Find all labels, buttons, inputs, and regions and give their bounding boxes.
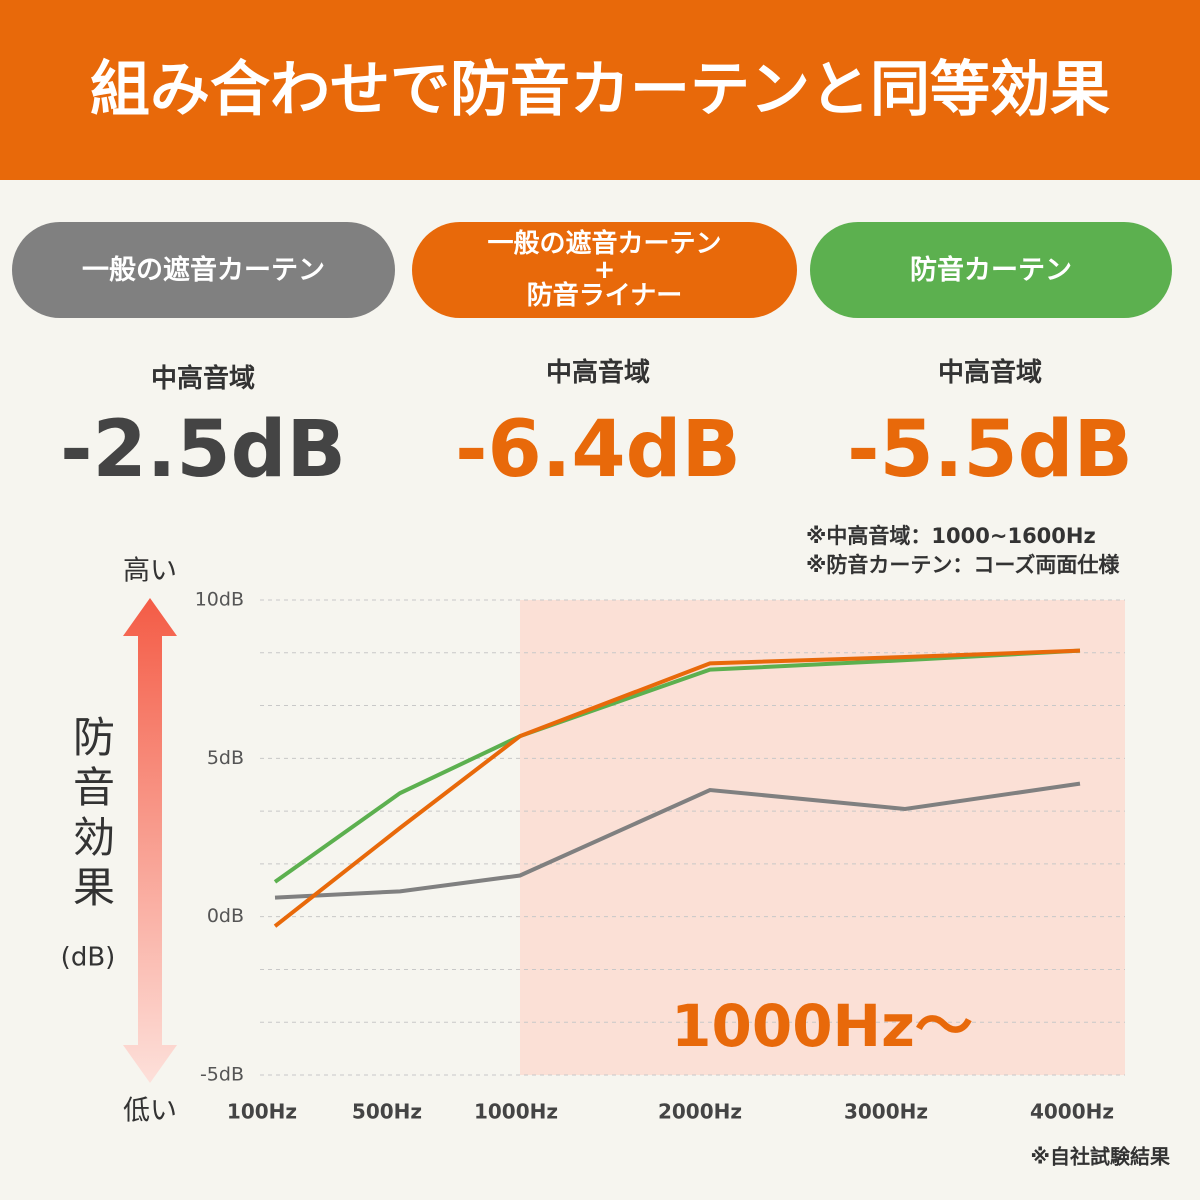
page-title: 組み合わせで防音カーテンと同等効果 <box>90 55 1110 125</box>
highlight-region <box>520 600 1125 1075</box>
series-line <box>273 648 1081 884</box>
series-line <box>274 781 1081 900</box>
header-bar <box>0 0 1200 180</box>
y-axis-unit: (dB) <box>61 943 116 973</box>
x-tick-label: 1000Hz <box>474 1100 558 1124</box>
annotation: 1000Hz〜 <box>671 992 973 1060</box>
footnote: ※自社試験結果 <box>1031 1145 1170 1169</box>
y-tick-label: 0dB <box>207 905 244 927</box>
summary-region: 中高音域 <box>937 358 1042 388</box>
series-line <box>273 648 1081 928</box>
summary-value: -5.5dB <box>847 405 1133 495</box>
summary-value: -2.5dB <box>60 405 346 495</box>
summary-value: -6.4dB <box>455 405 741 495</box>
x-tick-label: 4000Hz <box>1030 1100 1114 1124</box>
y-tick-label: 5dB <box>207 747 244 769</box>
x-tick-label: 3000Hz <box>844 1100 928 1124</box>
note: ※中高音域：1000~1600Hz <box>806 524 1096 548</box>
y-tick-label: -5dB <box>200 1064 244 1086</box>
summary-region: 中高音域 <box>545 358 650 388</box>
note: ※防音カーテン：コーズ両面仕様 <box>806 553 1120 577</box>
legend-pill: 防音カーテン <box>810 222 1172 318</box>
y-tick-label: 10dB <box>195 589 244 611</box>
x-tick-label: 2000Hz <box>658 1100 742 1124</box>
x-tick-label: 100Hz <box>227 1100 297 1124</box>
y-high-label: 高い <box>123 556 177 587</box>
effect-arrow <box>123 598 177 1083</box>
legend-pill: 一般の遮音カーテン + 防音ライナー <box>412 222 797 318</box>
y-low-label: 低い <box>123 1096 177 1127</box>
legend-pill: 一般の遮音カーテン <box>12 222 395 318</box>
x-tick-label: 500Hz <box>352 1100 422 1124</box>
y-axis-title: 防音効果 <box>67 715 116 915</box>
summary-region: 中高音域 <box>150 364 255 394</box>
